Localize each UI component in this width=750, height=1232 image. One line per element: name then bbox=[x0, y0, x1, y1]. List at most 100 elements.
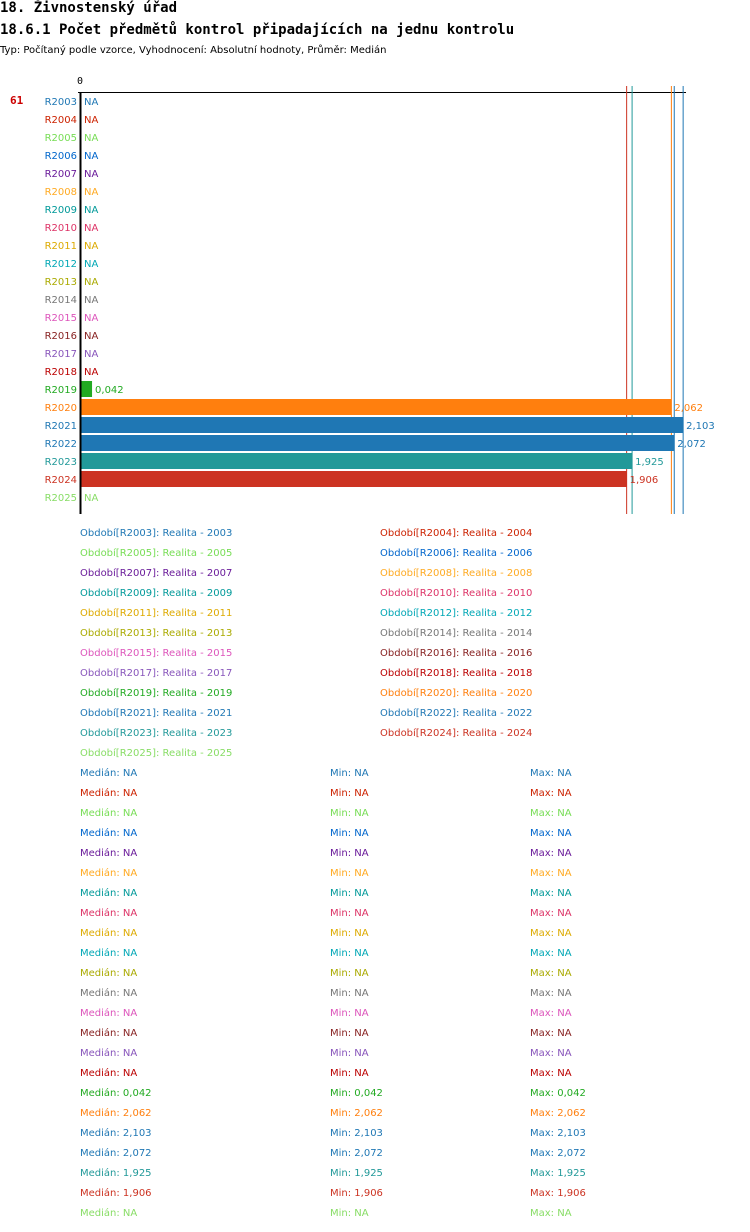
stat-max: Max: NA bbox=[530, 868, 572, 879]
stat-max: Max: 0,042 bbox=[530, 1088, 586, 1099]
stat-median: Medián: NA bbox=[80, 808, 138, 819]
stat-max: Max: NA bbox=[530, 908, 572, 919]
stat-max: Max: NA bbox=[530, 1028, 572, 1039]
category-label: R2022 bbox=[45, 439, 77, 450]
category-label: R2014 bbox=[45, 295, 77, 306]
category-label: R2005 bbox=[45, 133, 77, 144]
stat-min: Min: 2,072 bbox=[330, 1148, 383, 1159]
stat-min: Min: NA bbox=[330, 1008, 369, 1019]
legend-item: Období[R2015]: Realita - 2015 bbox=[80, 648, 233, 659]
value-label: 0,042 bbox=[95, 385, 124, 396]
stat-min: Min: NA bbox=[330, 868, 369, 879]
stat-min: Min: NA bbox=[330, 788, 369, 799]
category-label: R2021 bbox=[45, 421, 77, 432]
legend-item: Období[R2009]: Realita - 2009 bbox=[80, 588, 233, 599]
stat-max: Max: 2,103 bbox=[530, 1128, 586, 1139]
stat-min: Min: 0,042 bbox=[330, 1088, 383, 1099]
stat-median: Medián: NA bbox=[80, 988, 138, 999]
value-label: NA bbox=[84, 223, 98, 234]
stat-min: Min: NA bbox=[330, 808, 369, 819]
legend-item: Období[R2012]: Realita - 2012 bbox=[380, 608, 533, 619]
legend-item: Období[R2010]: Realita - 2010 bbox=[380, 588, 533, 599]
legend-item: Období[R2024]: Realita - 2024 bbox=[380, 728, 533, 739]
stat-min: Min: NA bbox=[330, 828, 369, 839]
bar bbox=[80, 381, 93, 397]
legend-item: Období[R2025]: Realita - 2025 bbox=[80, 748, 233, 759]
stat-max: Max: NA bbox=[530, 1068, 572, 1079]
category-label: R2018 bbox=[45, 367, 77, 378]
stat-max: Max: NA bbox=[530, 808, 572, 819]
value-label: 1,906 bbox=[630, 475, 659, 486]
category-label: R2008 bbox=[45, 187, 77, 198]
value-label: NA bbox=[84, 133, 98, 144]
stat-median: Medián: NA bbox=[80, 948, 138, 959]
stat-median: Medián: NA bbox=[80, 868, 138, 879]
stat-median: Medián: NA bbox=[80, 928, 138, 939]
stat-min: Min: NA bbox=[330, 1048, 369, 1059]
category-label: R2017 bbox=[45, 349, 77, 360]
value-label: NA bbox=[84, 349, 98, 360]
stat-median: Medián: NA bbox=[80, 848, 138, 859]
value-label: NA bbox=[84, 169, 98, 180]
stat-min: Min: 2,103 bbox=[330, 1128, 383, 1139]
stat-median: Medián: NA bbox=[80, 1208, 138, 1219]
category-label: R2013 bbox=[45, 277, 77, 288]
value-label: NA bbox=[84, 115, 98, 126]
stat-min: Min: 1,925 bbox=[330, 1168, 383, 1179]
category-label: R2020 bbox=[45, 403, 77, 414]
bar bbox=[80, 453, 633, 469]
legend-item: Období[R2005]: Realita - 2005 bbox=[80, 548, 233, 559]
stat-max: Max: NA bbox=[530, 788, 572, 799]
stat-median: Medián: NA bbox=[80, 828, 138, 839]
category-label: R2019 bbox=[45, 385, 77, 396]
stat-max: Max: 1,906 bbox=[530, 1188, 586, 1199]
stat-min: Min: NA bbox=[330, 1208, 369, 1219]
stat-max: Max: NA bbox=[530, 928, 572, 939]
category-label: R2015 bbox=[45, 313, 77, 324]
legend-item: Období[R2017]: Realita - 2017 bbox=[80, 668, 233, 679]
legend-item: Období[R2023]: Realita - 2023 bbox=[80, 728, 233, 739]
category-label: R2004 bbox=[45, 115, 77, 126]
stat-median: Medián: 2,072 bbox=[80, 1148, 152, 1159]
value-label: NA bbox=[84, 277, 98, 288]
stat-min: Min: NA bbox=[330, 968, 369, 979]
chart-title: 18.6.1 Počet předmětů kontrol připadajíc… bbox=[0, 22, 515, 38]
stat-min: Min: NA bbox=[330, 1068, 369, 1079]
legend-item: Období[R2016]: Realita - 2016 bbox=[380, 648, 533, 659]
stat-max: Max: NA bbox=[530, 848, 572, 859]
legend-item: Období[R2020]: Realita - 2020 bbox=[380, 688, 533, 699]
value-label: 2,062 bbox=[674, 403, 703, 414]
chart-type-description: Typ: Počítaný podle vzorce, Vyhodnocení:… bbox=[0, 45, 387, 56]
legend-item: Období[R2011]: Realita - 2011 bbox=[80, 608, 233, 619]
value-label: 2,103 bbox=[686, 421, 715, 432]
bar bbox=[80, 399, 672, 415]
value-label: NA bbox=[84, 313, 98, 324]
stat-max: Max: 2,062 bbox=[530, 1108, 586, 1119]
stat-median: Medián: 0,042 bbox=[80, 1088, 152, 1099]
value-label: 1,925 bbox=[635, 457, 664, 468]
page-title: 18. Živnostenský úřad bbox=[0, 0, 178, 16]
legend-item: Období[R2007]: Realita - 2007 bbox=[80, 568, 233, 579]
stat-median: Medián: NA bbox=[80, 768, 138, 779]
value-label: NA bbox=[84, 97, 98, 108]
stat-median: Medián: NA bbox=[80, 1068, 138, 1079]
value-label: NA bbox=[84, 241, 98, 252]
stat-max: Max: NA bbox=[530, 988, 572, 999]
value-label: NA bbox=[84, 187, 98, 198]
stat-min: Min: NA bbox=[330, 908, 369, 919]
stat-min: Min: NA bbox=[330, 848, 369, 859]
stat-max: Max: NA bbox=[530, 888, 572, 899]
stat-min: Min: NA bbox=[330, 948, 369, 959]
legend-item: Období[R2003]: Realita - 2003 bbox=[80, 528, 233, 539]
stat-min: Min: NA bbox=[330, 928, 369, 939]
category-label: R2023 bbox=[45, 457, 77, 468]
stat-median: Medián: 2,062 bbox=[80, 1108, 152, 1119]
category-label: R2009 bbox=[45, 205, 77, 216]
value-label: NA bbox=[84, 205, 98, 216]
value-label: NA bbox=[84, 259, 98, 270]
stat-median: Medián: NA bbox=[80, 888, 138, 899]
stat-max: Max: NA bbox=[530, 1008, 572, 1019]
legend-item: Období[R2008]: Realita - 2008 bbox=[380, 568, 533, 579]
legend-item: Období[R2013]: Realita - 2013 bbox=[80, 628, 233, 639]
value-label: NA bbox=[84, 367, 98, 378]
